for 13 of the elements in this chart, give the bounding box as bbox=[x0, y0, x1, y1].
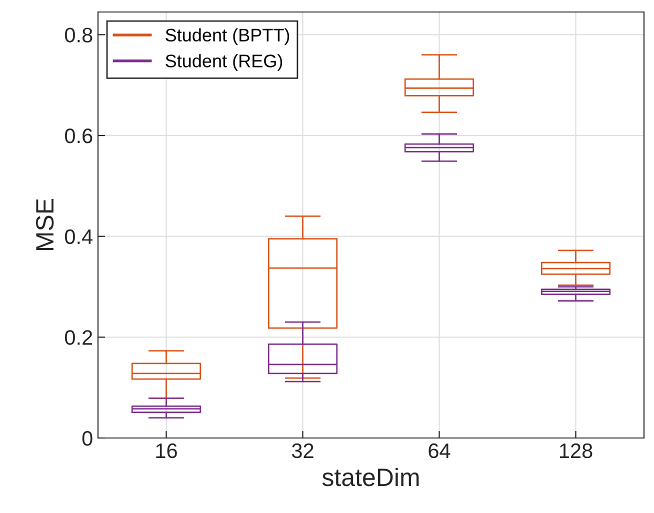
legend-label: Student (REG) bbox=[166, 54, 282, 71]
x-tick-label: 128 bbox=[560, 443, 592, 458]
y-tick-label: 0 bbox=[82, 431, 92, 446]
legend-label: Student (BPTT) bbox=[166, 28, 290, 46]
y-tick-label: 0.4 bbox=[64, 229, 93, 244]
y-axis-title: MSE bbox=[36, 198, 54, 250]
x-tick-label: 16 bbox=[156, 443, 177, 458]
x-axis-title: stateDim bbox=[322, 468, 419, 486]
y-tick-label: 0.8 bbox=[64, 28, 92, 42]
x-tick-label: 32 bbox=[292, 443, 314, 458]
x-tick-label: 64 bbox=[428, 443, 450, 458]
y-tick-label: 0.2 bbox=[64, 330, 92, 345]
y-tick-label: 0.6 bbox=[64, 128, 92, 144]
